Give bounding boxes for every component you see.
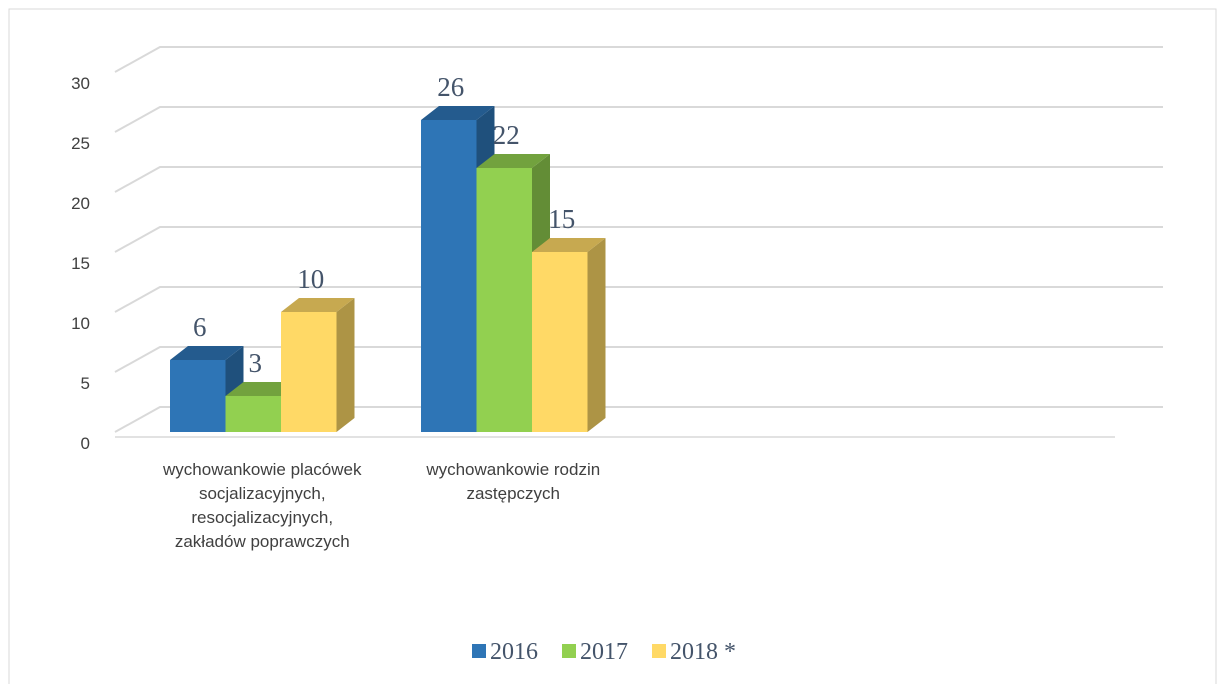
bar-top	[532, 238, 606, 252]
bar	[225, 396, 281, 432]
y-tick-label: 15	[71, 254, 90, 273]
data-label: 3	[249, 348, 263, 378]
grid-line	[114, 166, 1163, 193]
grid-line	[114, 106, 1163, 133]
y-tick-label: 20	[71, 194, 90, 213]
bar	[421, 120, 477, 432]
x-tick-label: wychowankowie placówek socjalizacyjnych,…	[163, 460, 362, 551]
legend-swatch	[652, 644, 666, 658]
grid-line	[114, 226, 1163, 253]
y-tick-label: 30	[71, 74, 90, 93]
bar-side	[336, 298, 355, 432]
bar-top	[170, 346, 244, 360]
data-label: 22	[493, 120, 520, 150]
bar-top	[281, 298, 355, 312]
legend-label: 2017	[580, 639, 628, 665]
data-label: 26	[437, 72, 464, 102]
grid-line	[114, 406, 1163, 433]
bar	[476, 168, 532, 432]
legend-label: 2016	[490, 639, 538, 665]
y-tick-label: 25	[71, 134, 90, 153]
data-label: 10	[297, 264, 324, 294]
legend-swatch	[472, 644, 486, 658]
legend-label: 2018 *	[670, 639, 736, 665]
frame	[8, 8, 1217, 684]
bar	[532, 252, 588, 432]
bar-top	[476, 154, 550, 168]
y-tick-label: 10	[71, 314, 90, 333]
y-tick-label: 0	[81, 434, 90, 453]
bar	[281, 312, 337, 432]
bar-top	[225, 382, 299, 396]
y-tick-label: 5	[81, 374, 90, 393]
x-tick-label: wychowankowie rodzin zastępczych	[426, 460, 601, 503]
grid-line	[114, 346, 1163, 373]
data-label: 6	[193, 312, 207, 342]
legend-swatch	[562, 644, 576, 658]
grid-line	[114, 286, 1163, 313]
data-label: 15	[548, 204, 575, 234]
bar-side	[587, 238, 606, 432]
grid-line	[114, 46, 1163, 73]
bar	[170, 360, 226, 432]
bar-top	[421, 106, 495, 120]
